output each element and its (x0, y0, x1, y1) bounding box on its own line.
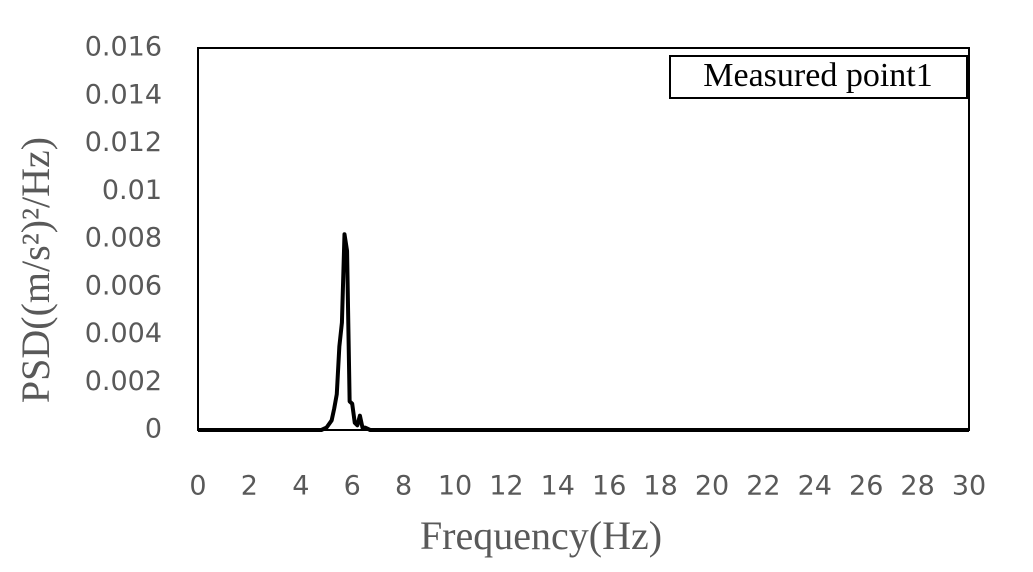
y-tick-label: 0.004 (85, 318, 162, 349)
x-axis-title: Frequency(Hz) (420, 513, 662, 558)
x-tick-label: 24 (798, 471, 832, 502)
x-tick-label: 12 (489, 471, 523, 502)
x-tick-label: 18 (643, 471, 677, 502)
x-tick-label: 8 (395, 471, 412, 502)
x-tick-label: 28 (900, 471, 934, 502)
legend-label: Measured point1 (703, 57, 932, 94)
y-axis-title: PSD((m/s²)²/Hz) (13, 137, 58, 403)
x-tick-label: 4 (292, 471, 309, 502)
legend-box (669, 55, 968, 99)
y-tick-label: 0.014 (85, 79, 162, 110)
y-tick-label: 0.006 (85, 270, 162, 301)
x-tick-label: 14 (541, 471, 575, 502)
data-line (198, 232, 969, 432)
plot-frame (197, 47, 970, 431)
x-tick-label: 22 (746, 471, 780, 502)
y-tick-label: 0.01 (102, 175, 162, 206)
y-tick-label: 0.016 (85, 32, 162, 63)
y-tick-label: 0 (145, 414, 162, 445)
x-tick-label: 20 (695, 471, 729, 502)
x-tick-label: 6 (344, 471, 361, 502)
x-tick-label: 10 (438, 471, 472, 502)
x-tick-label: 0 (189, 471, 206, 502)
y-tick-label: 0.002 (85, 366, 162, 397)
y-tick-label: 0.008 (85, 223, 162, 254)
x-tick-label: 26 (849, 471, 883, 502)
y-tick-label: 0.012 (85, 127, 162, 158)
x-tick-label: 16 (592, 471, 626, 502)
x-tick-label: 2 (241, 471, 258, 502)
x-tick-label: 30 (952, 471, 986, 502)
